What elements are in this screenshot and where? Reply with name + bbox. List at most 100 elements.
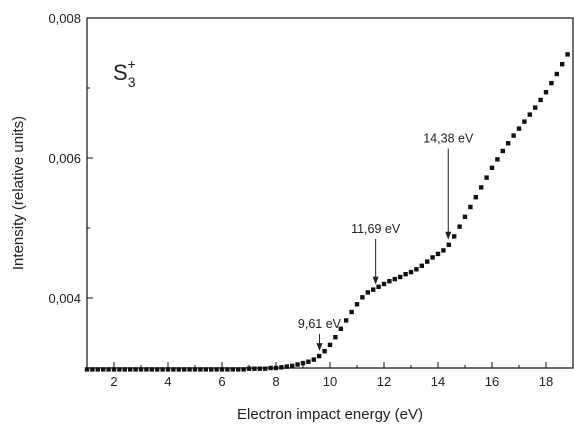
data-point: [543, 90, 549, 95]
y-tick-label: 0,006: [48, 151, 81, 166]
annotation-arrow-head: [445, 231, 452, 240]
data-point: [381, 281, 387, 287]
data-point: [338, 326, 343, 331]
data-point: [122, 367, 127, 372]
data-point: [549, 80, 554, 86]
data-point: [284, 364, 289, 369]
data-point: [533, 105, 538, 110]
data-point: [414, 267, 419, 272]
data-point: [165, 367, 171, 372]
data-point: [95, 367, 100, 372]
y-tick-label: 0,004: [48, 291, 81, 306]
data-point: [441, 248, 446, 253]
data-point: [457, 224, 462, 229]
data-point: [344, 318, 349, 323]
data-point: [225, 367, 230, 372]
data-point: [430, 255, 435, 260]
data-point: [462, 214, 468, 219]
x-tick-label: 8: [272, 374, 279, 389]
data-points: [84, 52, 570, 372]
data-point: [473, 195, 478, 200]
data-point: [111, 367, 117, 372]
species-label-subscript: 3: [128, 74, 136, 90]
data-point: [295, 362, 300, 367]
data-point: [376, 284, 381, 289]
data-point: [333, 335, 338, 340]
x-tick-label: 12: [377, 374, 391, 389]
data-point: [203, 367, 208, 372]
x-axis-label: Electron impact energy (eV): [237, 406, 423, 423]
data-point: [360, 295, 365, 300]
data-point: [468, 204, 473, 210]
data-point: [479, 185, 484, 190]
data-point: [117, 367, 122, 372]
species-label-superscript: +: [127, 56, 135, 72]
data-point: [279, 365, 284, 370]
data-point: [408, 269, 414, 275]
data-point: [236, 367, 241, 372]
data-point: [300, 360, 306, 366]
data-point: [133, 367, 138, 372]
data-point: [263, 366, 268, 371]
x-tick-label: 10: [323, 374, 337, 389]
species-label: S3 +: [113, 56, 136, 90]
data-point: [176, 367, 181, 372]
data-point: [489, 165, 495, 170]
annotation-arrow-head: [316, 343, 323, 352]
data-point: [138, 367, 144, 372]
data-point: [198, 367, 203, 372]
data-point: [516, 126, 522, 131]
x-tick-label: 18: [539, 374, 553, 389]
x-tick-label: 4: [164, 374, 171, 389]
data-point: [230, 367, 235, 372]
x-tick-label: 16: [485, 374, 499, 389]
data-point: [290, 363, 295, 369]
data-point: [484, 175, 489, 180]
data-point: [106, 367, 111, 372]
data-point: [435, 251, 441, 257]
data-point: [241, 367, 246, 372]
data-point: [192, 367, 198, 372]
data-point: [252, 366, 257, 371]
annotation-label: 11,69 eV: [351, 222, 401, 236]
data-point: [349, 309, 354, 315]
y-axis-label: Intensity (relative units): [10, 116, 27, 270]
y-tick-label: 0,008: [48, 11, 81, 26]
data-point: [527, 112, 532, 117]
data-point: [311, 357, 316, 362]
data-point: [128, 367, 133, 372]
data-point: [500, 148, 505, 154]
data-point: [187, 367, 192, 372]
data-point: [322, 349, 327, 354]
data-point: [506, 141, 511, 146]
data-point: [495, 157, 500, 162]
annotation-label: 9,61 eV: [298, 317, 342, 331]
data-point: [522, 119, 527, 124]
data-point: [425, 259, 430, 264]
data-point: [403, 272, 408, 277]
data-point: [560, 62, 565, 67]
data-point: [149, 367, 154, 372]
data-point: [257, 366, 262, 371]
data-point: [392, 276, 397, 282]
data-point: [419, 263, 424, 268]
data-point: [538, 97, 543, 103]
data-point: [327, 342, 333, 348]
annotations: 9,61 eV 11,69 eV 14,38 eV: [298, 132, 474, 352]
x-tick-label: 2: [110, 374, 117, 389]
species-label-base: S: [113, 60, 128, 85]
x-tick-label: 6: [218, 374, 225, 389]
annotation-label: 14,38 eV: [423, 132, 474, 146]
data-point: [171, 367, 176, 372]
data-point: [306, 359, 311, 364]
data-point: [84, 367, 90, 372]
data-point: [398, 274, 403, 280]
annotation-arrow-head: [372, 276, 379, 285]
data-point: [214, 367, 219, 372]
data-point: [317, 353, 322, 359]
data-point: [387, 279, 392, 284]
data-point: [209, 367, 214, 372]
x-tick-label: 14: [431, 374, 445, 389]
data-point: [554, 71, 559, 77]
